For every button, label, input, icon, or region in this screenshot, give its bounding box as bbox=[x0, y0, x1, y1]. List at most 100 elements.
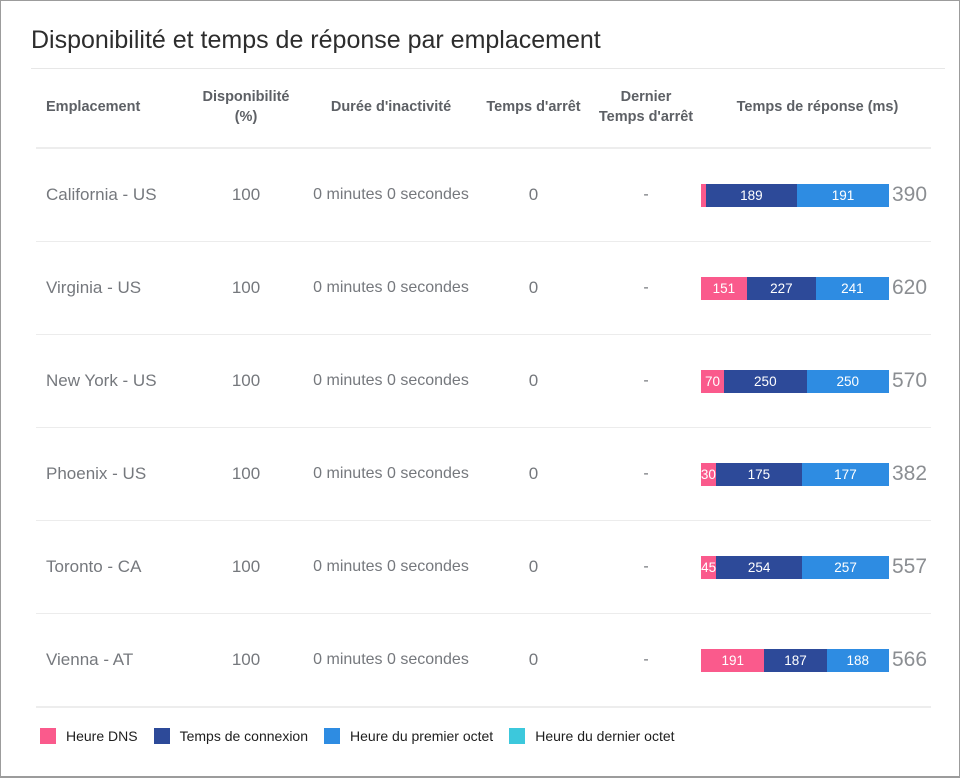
table-row: New York - US 100 0 minutes 0 secondes 0… bbox=[1, 335, 959, 427]
response-time-bar: 151 227 241 bbox=[701, 276, 889, 300]
downtime-count-cell: 0 bbox=[528, 557, 539, 576]
downtime-count-cell: 0 bbox=[528, 371, 539, 390]
downtime-duration-cell: 0 minutes 0 secondes bbox=[313, 186, 469, 203]
response-total: 557 bbox=[892, 555, 928, 578]
bar-segment-connection: 227 bbox=[746, 276, 816, 300]
column-header-availability: Disponibilité (%) bbox=[202, 89, 290, 125]
page-title: Disponibilité et temps de réponse par em… bbox=[31, 26, 601, 54]
bar-segment-first-byte: 241 bbox=[815, 276, 889, 300]
table-row: Virginia - US 100 0 minutes 0 secondes 0… bbox=[1, 242, 959, 334]
column-header-last-downtime: Dernier Temps d'arrêt bbox=[598, 89, 694, 125]
legend-item-dns[interactable]: Heure DNS bbox=[40, 728, 138, 744]
column-header-location: Emplacement bbox=[46, 99, 141, 116]
table-row: Toronto - CA 100 0 minutes 0 secondes 0 … bbox=[1, 521, 959, 613]
bar-segment-connection: 250 bbox=[724, 369, 807, 393]
bar-segment-connection: 254 bbox=[716, 555, 803, 579]
title-divider bbox=[31, 68, 945, 69]
column-header-response-time: Temps de réponse (ms) bbox=[736, 99, 899, 116]
bar-segment-connection: 187 bbox=[764, 648, 827, 672]
chart-legend: Heure DNS Temps de connexion Heure du pr… bbox=[1, 708, 959, 744]
location-cell: Vienna - AT bbox=[46, 650, 134, 669]
response-time-cell: 151 227 241 620 bbox=[701, 276, 934, 300]
bar-segment-dns: 70 bbox=[701, 369, 725, 393]
connection-color-swatch-icon bbox=[153, 728, 170, 744]
table-header-row: Emplacement Disponibilité (%) Durée d'in… bbox=[1, 69, 959, 147]
availability-cell: 100 bbox=[231, 650, 261, 669]
legend-label: Heure du dernier octet bbox=[535, 728, 675, 744]
legend-label: Temps de connexion bbox=[179, 728, 309, 744]
last-downtime-cell: - bbox=[643, 651, 649, 668]
response-time-bar: 70 250 250 bbox=[701, 369, 889, 393]
availability-cell: 100 bbox=[231, 278, 261, 297]
response-time-cell: 189 191 390 bbox=[701, 183, 934, 207]
legend-divider bbox=[36, 706, 931, 708]
response-time-cell: 30 175 177 382 bbox=[701, 462, 934, 486]
downtime-count-cell: 0 bbox=[528, 464, 539, 483]
availability-cell: 100 bbox=[231, 464, 261, 483]
table-row: Phoenix - US 100 0 minutes 0 secondes 0 … bbox=[1, 428, 959, 520]
table-row: Vienna - AT 100 0 minutes 0 secondes 0 -… bbox=[1, 614, 959, 706]
location-cell: Toronto - CA bbox=[46, 557, 142, 576]
last-downtime-cell: - bbox=[643, 279, 649, 296]
dns-color-swatch-icon bbox=[40, 728, 56, 744]
bar-segment-dns bbox=[701, 183, 706, 207]
location-cell: Virginia - US bbox=[46, 278, 142, 297]
legend-item-first-byte[interactable]: Heure du premier octet bbox=[324, 728, 493, 744]
column-header-downtime-count: Temps d'arrêt bbox=[486, 99, 581, 116]
column-header-downtime-duration: Durée d'inactivité bbox=[330, 99, 452, 116]
availability-cell: 100 bbox=[231, 371, 261, 390]
response-time-cell: 70 250 250 570 bbox=[701, 369, 934, 393]
response-time-bar: 189 191 bbox=[701, 183, 889, 207]
legend-label: Heure DNS bbox=[66, 728, 138, 744]
row-divider bbox=[36, 613, 931, 614]
response-time-cell: 191 187 188 566 bbox=[701, 648, 934, 672]
response-total: 566 bbox=[892, 648, 928, 671]
bar-segment-first-byte: 191 bbox=[796, 183, 889, 207]
response-total: 570 bbox=[892, 369, 928, 392]
location-cell: California - US bbox=[46, 185, 157, 204]
response-time-cell: 45 254 257 557 bbox=[701, 555, 934, 579]
bar-segment-dns: 45 bbox=[701, 555, 717, 579]
legend-label: Heure du premier octet bbox=[350, 728, 494, 744]
legend-item-connection[interactable]: Temps de connexion bbox=[153, 728, 309, 744]
last-downtime-cell: - bbox=[643, 186, 649, 203]
legend-item-last-byte[interactable]: Heure du dernier octet bbox=[509, 728, 675, 744]
table-row: California - US 100 0 minutes 0 secondes… bbox=[1, 149, 959, 241]
bar-segment-dns: 30 bbox=[701, 462, 716, 486]
bar-segment-first-byte: 188 bbox=[826, 648, 889, 672]
last-downtime-cell: - bbox=[643, 372, 649, 389]
row-divider bbox=[36, 427, 931, 428]
bar-segment-connection: 189 bbox=[705, 183, 797, 207]
bar-segment-first-byte: 250 bbox=[806, 369, 889, 393]
last-byte-color-swatch-icon bbox=[509, 728, 526, 744]
response-time-bar: 191 187 188 bbox=[701, 648, 889, 672]
downtime-duration-cell: 0 minutes 0 secondes bbox=[313, 558, 469, 575]
row-divider bbox=[36, 334, 931, 335]
location-cell: New York - US bbox=[46, 371, 157, 390]
bar-segment-first-byte: 257 bbox=[802, 555, 889, 579]
last-downtime-cell: - bbox=[643, 465, 649, 482]
downtime-duration-cell: 0 minutes 0 secondes bbox=[313, 372, 469, 389]
availability-cell: 100 bbox=[231, 557, 261, 576]
response-total: 382 bbox=[892, 462, 928, 485]
response-time-bar: 30 175 177 bbox=[701, 462, 889, 486]
downtime-count-cell: 0 bbox=[528, 650, 539, 669]
first-byte-color-swatch-icon bbox=[324, 728, 341, 744]
last-downtime-cell: - bbox=[643, 558, 649, 575]
downtime-count-cell: 0 bbox=[528, 278, 539, 297]
response-total: 620 bbox=[892, 276, 928, 299]
downtime-count-cell: 0 bbox=[528, 185, 539, 204]
downtime-duration-cell: 0 minutes 0 secondes bbox=[313, 279, 469, 296]
availability-cell: 100 bbox=[231, 185, 261, 204]
bar-segment-connection: 175 bbox=[715, 462, 802, 486]
response-time-bar: 45 254 257 bbox=[701, 555, 889, 579]
bar-segment-dns: 191 bbox=[701, 648, 765, 672]
row-divider bbox=[36, 241, 931, 242]
header-divider bbox=[36, 147, 931, 149]
response-total: 390 bbox=[892, 183, 928, 206]
row-divider bbox=[36, 520, 931, 521]
downtime-duration-cell: 0 minutes 0 secondes bbox=[313, 651, 469, 668]
bar-segment-dns: 151 bbox=[701, 276, 747, 300]
bar-segment-first-byte: 177 bbox=[801, 462, 889, 486]
